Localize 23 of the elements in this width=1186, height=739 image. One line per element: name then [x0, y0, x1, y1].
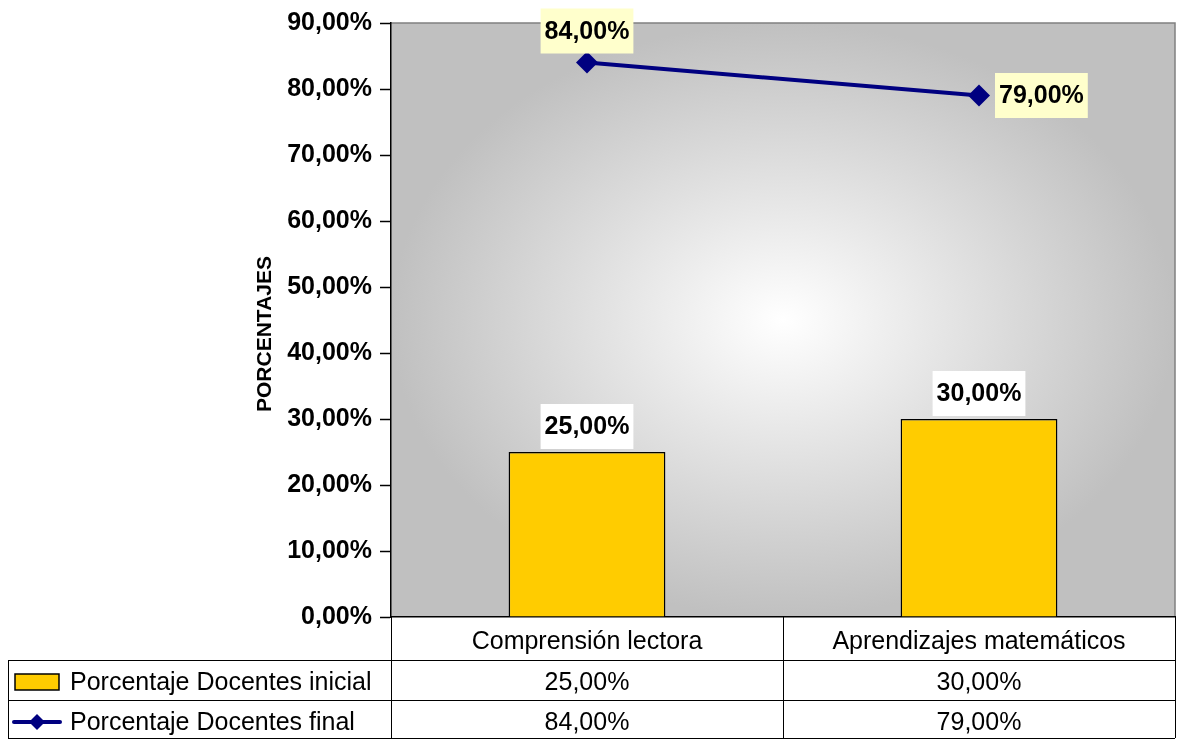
y-tick-label: 10,00% [287, 534, 372, 563]
text: 25,00% [544, 411, 630, 440]
data-label: 84,00% [544, 707, 630, 735]
y-tick-label: 80,00% [287, 72, 372, 101]
y-tick-label: 0,00% [301, 600, 372, 629]
data-label: 79,00% [936, 707, 1022, 735]
y-tick-label: 60,00% [287, 204, 372, 233]
text: 79,00% [999, 80, 1084, 109]
y-tick-label: 70,00% [287, 138, 372, 167]
legend-label: Porcentaje Docentes final [70, 707, 355, 735]
y-tick-label: 30,00% [287, 402, 372, 431]
y-axis-title: PORCENTAJES [252, 256, 276, 412]
text: 84,00% [544, 15, 630, 44]
x-tick-label: Aprendizajes matemáticos [832, 625, 1126, 654]
x-tick-label: Comprensión lectora [471, 625, 703, 654]
text: 30,00% [936, 378, 1022, 407]
y-tick-label: 90,00% [287, 6, 372, 35]
legend-label: Porcentaje Docentes inicial [70, 667, 372, 695]
y-tick-label: 20,00% [287, 468, 372, 497]
y-tick-label: 50,00% [287, 270, 372, 299]
data-label: 25,00% [544, 667, 630, 695]
data-label: 30,00% [936, 667, 1022, 695]
y-tick-label: 40,00% [287, 336, 372, 365]
